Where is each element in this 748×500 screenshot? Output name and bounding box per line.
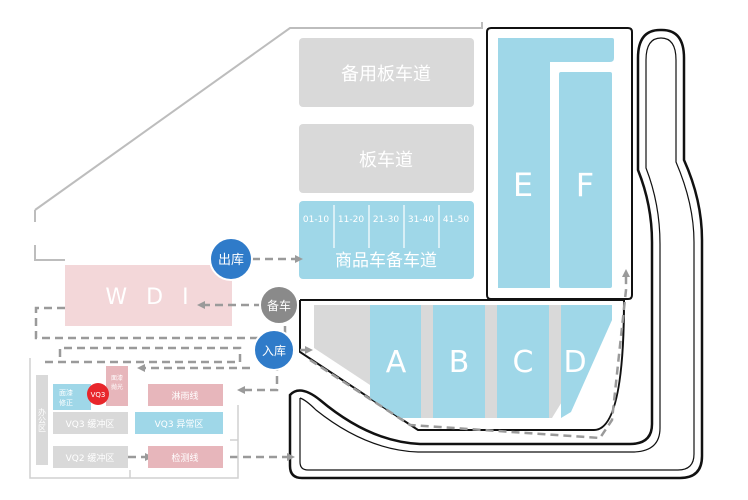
lane-label-2: 11-20: [338, 215, 364, 225]
inspection-line-label: 检测线: [171, 452, 198, 464]
zone-b-label: B: [449, 345, 470, 380]
vq3-buffer-zone: [53, 412, 128, 434]
zone-b: [433, 305, 485, 418]
office-label: 办公区: [38, 407, 47, 432]
zone-a-label: A: [386, 345, 407, 380]
zone-e-label: E: [513, 166, 533, 204]
site-boundary-left: [34, 245, 65, 261]
vq3-abnormal-zone: [135, 412, 223, 434]
vq3-buffer-label: VQ3 缓冲区: [66, 418, 115, 430]
lane-label-5: 41-50: [443, 215, 469, 225]
commodity-standby-lane-label: 商品车备车道: [335, 251, 437, 271]
gate-mark: I: [298, 323, 303, 342]
spare-plate-lane-label: 备用板车道: [341, 64, 431, 85]
wdi-label: W D I: [105, 285, 194, 310]
zone-a: [370, 305, 421, 418]
zone-d-label: D: [563, 345, 586, 380]
exit-marker: [209, 237, 253, 281]
exit-marker-label: 出库: [218, 252, 244, 268]
inspection-line-zone: [148, 446, 223, 468]
flow-left-loop: [45, 346, 242, 364]
spare-plate-lane: [299, 38, 474, 107]
commodity-standby-lane: [299, 201, 474, 279]
rain-line-zone: [148, 384, 223, 406]
zone-c: [497, 305, 549, 418]
zone-f: [559, 72, 612, 288]
lane-label-1: 01-10: [303, 215, 329, 225]
plate-lane-label: 板车道: [359, 150, 413, 171]
zone-d: [561, 305, 612, 418]
paint-fix-zone: [53, 384, 91, 410]
vq3-marker-label: VQ3: [91, 391, 106, 399]
paint-polish-label-1: 面漆: [111, 374, 123, 382]
lane-dividers: [333, 205, 440, 248]
vq3-abnormal-label: VQ3 异常区: [155, 418, 204, 430]
entry-marker: [253, 329, 295, 371]
paint-fix-label-1: 面漆: [59, 388, 73, 397]
test-track-outer: [288, 28, 704, 480]
small-zone-outline: [29, 358, 239, 479]
ef-track-border: [486, 27, 633, 300]
vq2-buffer-label: VQ2 缓冲区: [66, 452, 115, 464]
paint-polish-label-2: 抛光: [111, 383, 123, 391]
paint-fix-label-2: 修正: [59, 398, 73, 407]
flow-wdi-down: [34, 306, 287, 340]
flow-paths: [34, 255, 630, 461]
entry-marker-label: 入库: [262, 343, 286, 358]
rain-line-label: 淋雨线: [171, 390, 198, 402]
vq2-buffer-zone: [53, 446, 128, 468]
standby-marker: [259, 285, 299, 325]
lane-label-4: 31-40: [408, 215, 434, 225]
site-boundary: [34, 22, 483, 222]
zone-c-label: C: [513, 345, 534, 380]
standby-marker-label: 备车: [267, 298, 291, 313]
lane-label-3: 21-30: [373, 215, 399, 225]
zone-f-label: F: [576, 166, 594, 204]
test-track-inner: [299, 37, 695, 471]
plate-lane: [299, 124, 474, 193]
paint-polish-zone: [106, 366, 128, 406]
flow-entry-down: [237, 363, 279, 394]
vq3-marker: [87, 383, 109, 405]
office-zone: [36, 375, 48, 465]
zone-e: [498, 38, 614, 288]
wdi-zone: [65, 265, 232, 326]
